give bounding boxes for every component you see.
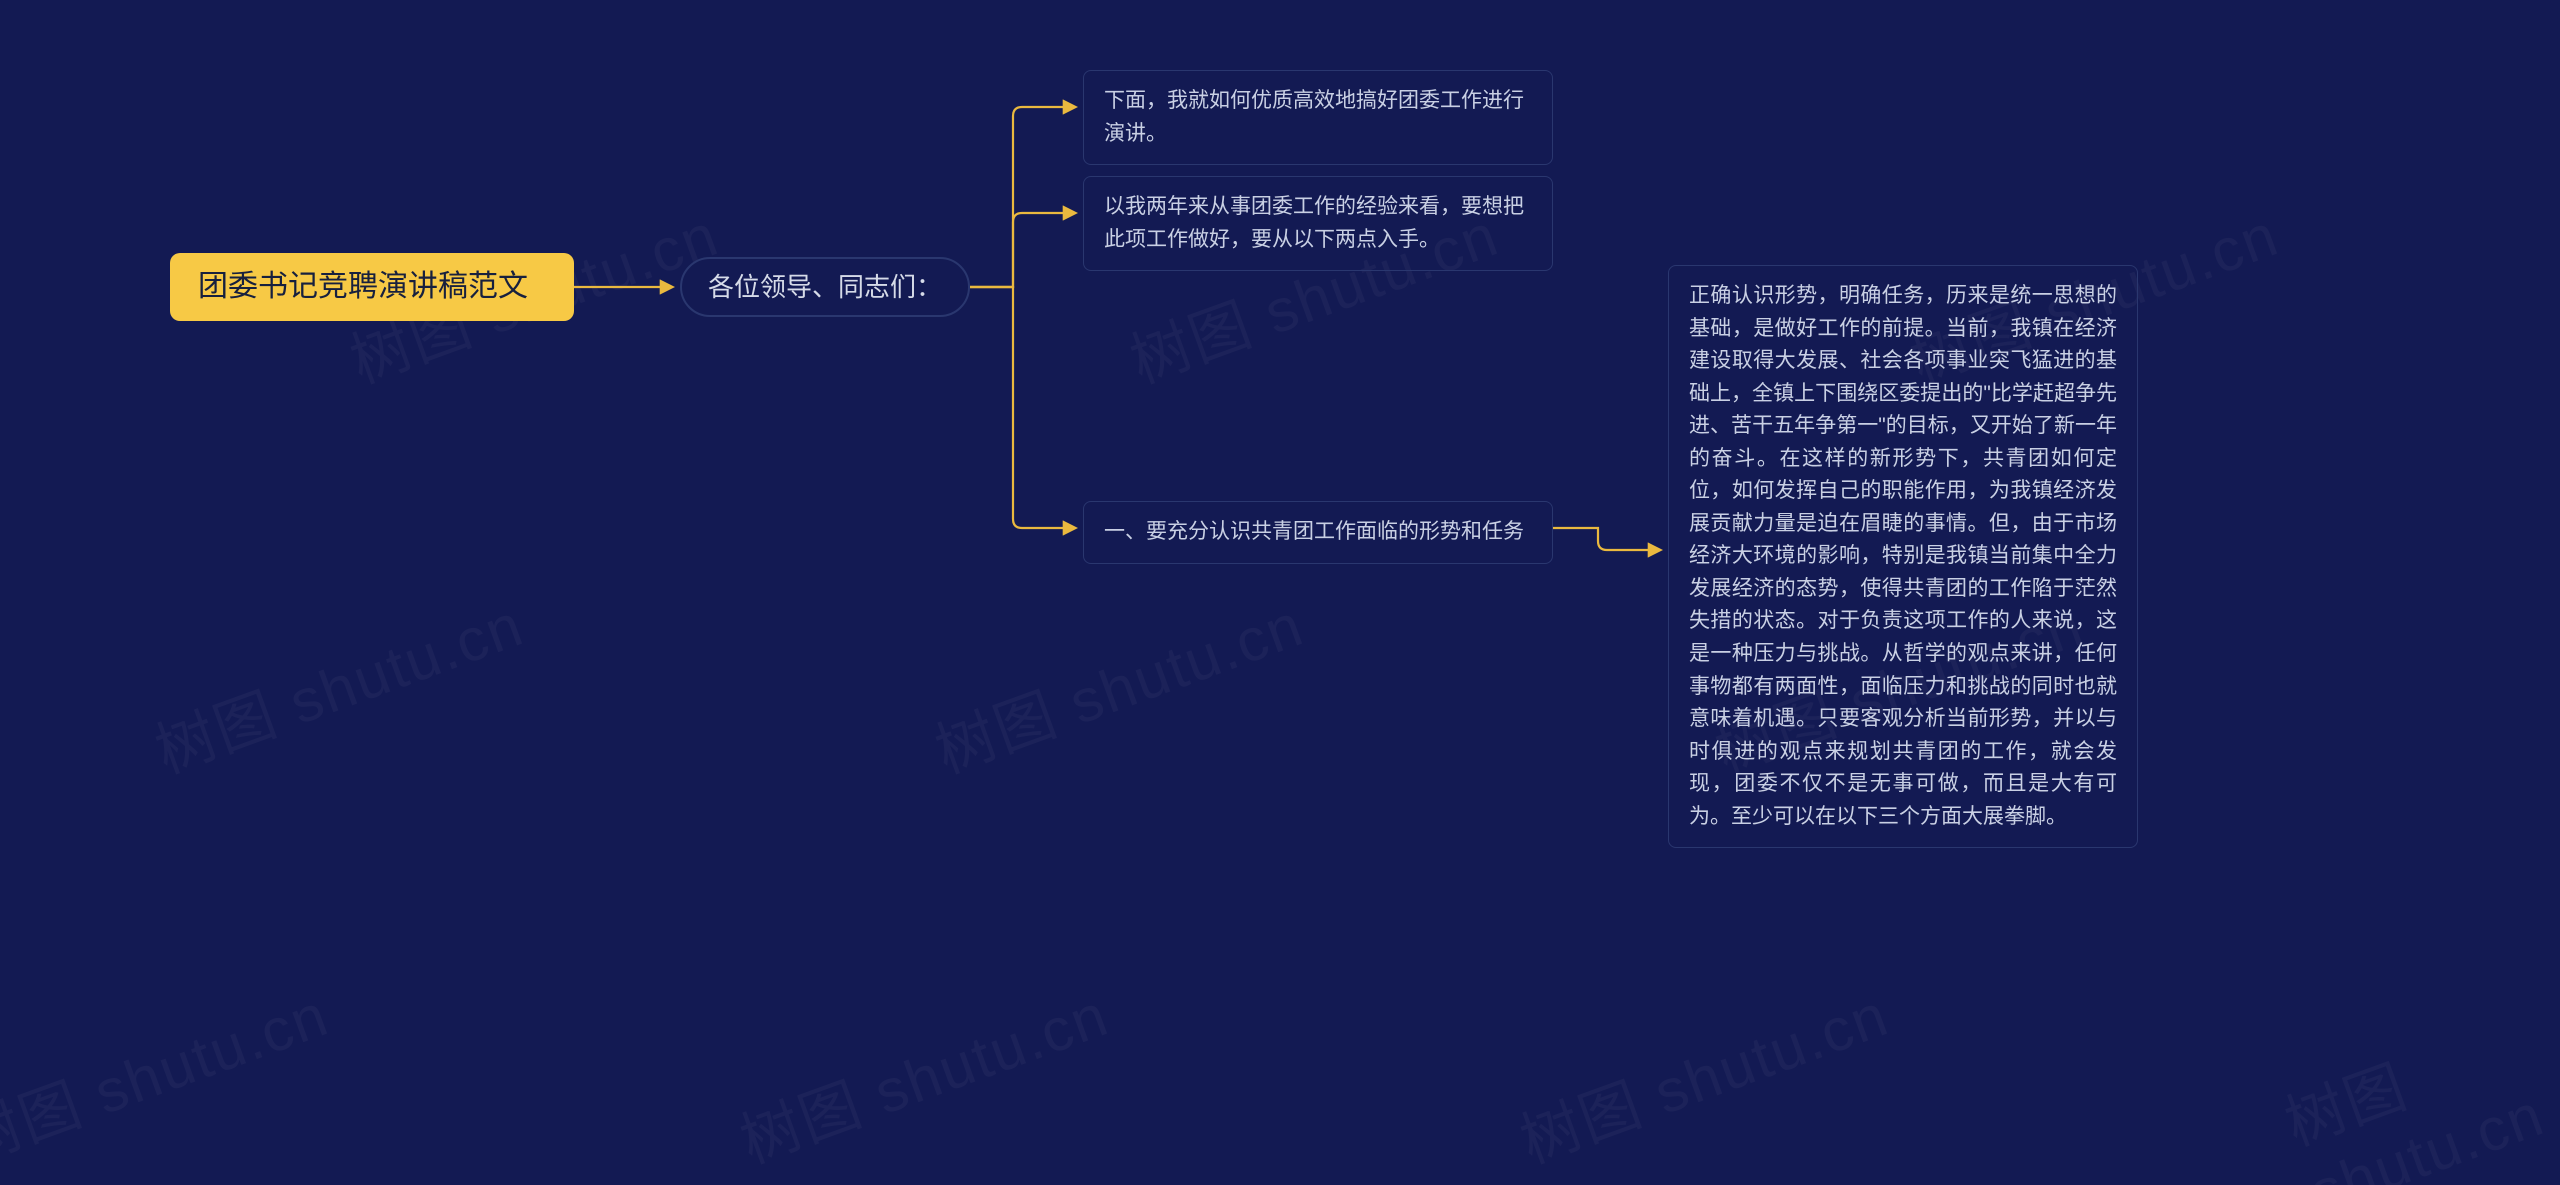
mindmap-leaf-node[interactable]: 正确认识形势，明确任务，历来是统一思想的基础，是做好工作的前提。当前，我镇在经济… <box>1668 265 2138 848</box>
mindmap-branch-node[interactable]: 各位领导、同志们： <box>680 257 970 317</box>
mindmap-leaf-node[interactable]: 以我两年来从事团委工作的经验来看，要想把此项工作做好，要从以下两点入手。 <box>1083 176 1553 271</box>
leaf-label: 一、要充分认识共青团工作面临的形势和任务 <box>1104 516 1524 549</box>
watermark: 树图 shutu.cn <box>2271 989 2560 1185</box>
leaf-label: 下面，我就如何优质高效地搞好团委工作进行演讲。 <box>1104 85 1532 150</box>
watermark: 树图 shutu.cn <box>1507 967 1899 1181</box>
watermark: 树图 shutu.cn <box>0 967 339 1181</box>
mindmap-leaf-node[interactable]: 下面，我就如何优质高效地搞好团委工作进行演讲。 <box>1083 70 1553 165</box>
mindmap-root-node[interactable]: 团委书记竞聘演讲稿范文 <box>170 253 574 321</box>
watermark: 树图 shutu.cn <box>142 577 534 791</box>
leaf-label: 正确认识形势，明确任务，历来是统一思想的基础，是做好工作的前提。当前，我镇在经济… <box>1689 280 2117 833</box>
root-label: 团委书记竞聘演讲稿范文 <box>198 264 528 311</box>
mindmap-leaf-node[interactable]: 一、要充分认识共青团工作面临的形势和任务 <box>1083 501 1553 564</box>
leaf-label: 以我两年来从事团委工作的经验来看，要想把此项工作做好，要从以下两点入手。 <box>1104 191 1532 256</box>
watermark: 树图 shutu.cn <box>922 577 1314 791</box>
watermark: 树图 shutu.cn <box>727 967 1119 1181</box>
branch-label: 各位领导、同志们： <box>708 267 942 307</box>
